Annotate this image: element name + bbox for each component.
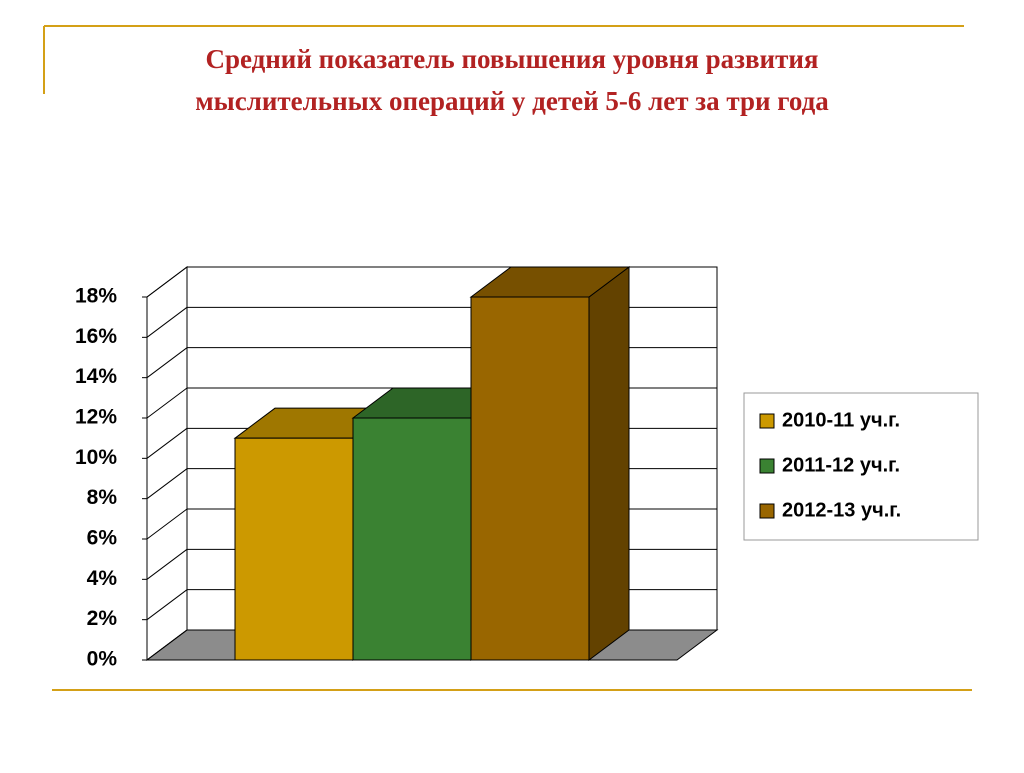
y-tick-label: 12% — [75, 406, 117, 429]
grid-line — [146, 548, 188, 580]
y-tick-label: 18% — [75, 285, 117, 308]
grid-line — [146, 508, 188, 540]
bar-side — [588, 266, 630, 661]
y-tick-label: 16% — [75, 325, 117, 348]
grid-line — [146, 427, 188, 459]
legend-swatch — [759, 458, 775, 474]
grid-line — [146, 387, 188, 419]
legend-swatch — [759, 413, 775, 429]
y-tick-label: 8% — [87, 486, 118, 509]
legend-label: 2012-13 уч.г. — [782, 499, 901, 521]
y-tick-label: 2% — [87, 607, 118, 630]
bar-front — [470, 296, 590, 661]
chart-title: Средний показатель повышения уровня разв… — [205, 44, 818, 74]
bar-front — [234, 437, 354, 661]
grid-line — [146, 589, 188, 621]
y-tick-label: 14% — [75, 365, 117, 388]
bar-front — [352, 417, 472, 661]
y-tick-label: 10% — [75, 446, 117, 469]
legend-label: 2011-12 уч.г. — [782, 454, 900, 476]
chart-subtitle: мыслительных операций у детей 5-6 лет за… — [195, 86, 829, 116]
y-tick-label: 6% — [87, 527, 118, 550]
grid-line — [146, 266, 188, 298]
grid-line — [146, 629, 188, 661]
grid-line — [146, 468, 188, 500]
legend: 2010-11 уч.г. 2011-12 уч.г. 2012-13 уч.г. — [759, 409, 901, 521]
side-wall — [146, 266, 188, 661]
plot: 0% 2% 4% 6% 8% 10% 12% 14% 16% 18% — [75, 266, 719, 671]
legend-swatch — [759, 503, 775, 519]
grid-line — [146, 306, 188, 338]
y-tick-label: 0% — [87, 648, 118, 671]
legend-label: 2010-11 уч.г. — [782, 409, 900, 431]
y-tick-label: 4% — [87, 567, 118, 590]
bar — [469, 266, 631, 661]
legend-box — [743, 392, 979, 541]
grid-line — [146, 347, 188, 379]
